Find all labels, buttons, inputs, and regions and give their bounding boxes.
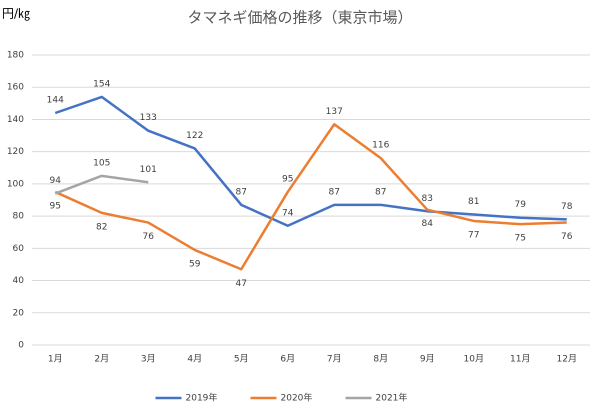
- data-label: 59: [189, 259, 201, 269]
- data-label: 82: [96, 222, 107, 232]
- y-tick-label: 0: [18, 341, 24, 351]
- x-tick-label: 5月: [234, 354, 249, 365]
- y-tick-label: 20: [13, 308, 25, 318]
- x-tick-label: 4月: [187, 354, 202, 365]
- data-label: 95: [50, 201, 61, 211]
- data-label: 74: [282, 208, 294, 218]
- series-line: [54, 123, 567, 271]
- y-tick-label: 180: [7, 51, 24, 61]
- y-tick-label: 120: [7, 147, 24, 157]
- y-tick-label: 80: [13, 212, 25, 222]
- data-label: 87: [329, 187, 340, 197]
- x-tick-label: 9月: [420, 354, 435, 365]
- data-label: 95: [282, 174, 293, 184]
- y-axis-label: 円/㎏: [2, 7, 30, 21]
- data-label: 137: [326, 107, 343, 117]
- data-label: 144: [47, 96, 64, 106]
- data-label: 105: [93, 158, 110, 168]
- legend-label: 2020年: [281, 392, 313, 404]
- data-label: 81: [468, 197, 479, 207]
- y-tick-label: 140: [7, 115, 24, 125]
- y-tick-label: 40: [13, 276, 25, 286]
- x-tick-label: 12月: [557, 354, 577, 365]
- data-label: 77: [468, 230, 479, 240]
- data-label: 122: [186, 131, 203, 141]
- data-label: 84: [422, 219, 434, 229]
- data-label: 116: [372, 141, 389, 151]
- chart-title: タマネギ価格の推移（東京市場）: [187, 9, 412, 27]
- data-label: 79: [515, 200, 527, 210]
- data-label: 76: [561, 232, 573, 242]
- data-label: 154: [93, 79, 110, 89]
- x-tick-label: 1月: [48, 354, 63, 365]
- series-line: [54, 95, 567, 228]
- data-label: 76: [143, 232, 155, 242]
- data-label: 47: [236, 279, 247, 289]
- data-label: 75: [515, 234, 526, 244]
- series-line: [54, 174, 149, 195]
- legend-label: 2021年: [376, 392, 408, 404]
- x-tick-label: 6月: [280, 354, 295, 365]
- x-tick-label: 3月: [141, 354, 156, 365]
- x-tick-label: 8月: [373, 354, 388, 365]
- legend-label: 2019年: [186, 392, 218, 404]
- data-label: 94: [50, 176, 62, 186]
- y-tick-label: 60: [13, 244, 25, 254]
- data-label: 83: [422, 194, 433, 204]
- x-tick-label: 7月: [327, 354, 342, 365]
- data-label: 87: [375, 187, 386, 197]
- x-tick-label: 11月: [510, 354, 530, 365]
- y-tick-label: 160: [7, 83, 24, 93]
- data-label: 87: [236, 187, 247, 197]
- x-tick-label: 2月: [94, 354, 109, 365]
- x-tick-label: 10月: [464, 354, 484, 365]
- data-label: 78: [561, 202, 573, 212]
- y-tick-label: 100: [7, 179, 24, 189]
- data-label: 101: [140, 165, 157, 175]
- data-label: 133: [140, 113, 157, 123]
